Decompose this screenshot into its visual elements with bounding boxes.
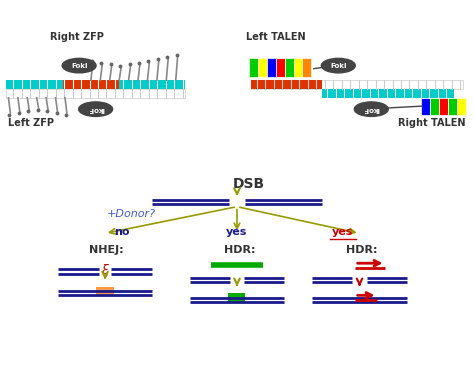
Text: Left ZFP: Left ZFP	[9, 117, 55, 127]
FancyBboxPatch shape	[258, 58, 267, 77]
FancyBboxPatch shape	[276, 58, 284, 77]
Ellipse shape	[355, 102, 388, 116]
FancyBboxPatch shape	[421, 99, 430, 115]
FancyBboxPatch shape	[96, 286, 114, 295]
FancyBboxPatch shape	[322, 89, 454, 98]
Text: IkoF: IkoF	[87, 106, 104, 112]
FancyBboxPatch shape	[251, 80, 463, 89]
FancyBboxPatch shape	[249, 58, 258, 77]
FancyBboxPatch shape	[456, 99, 465, 115]
FancyBboxPatch shape	[284, 58, 293, 77]
Text: Right TALEN: Right TALEN	[398, 117, 465, 127]
Text: no: no	[114, 227, 129, 237]
FancyBboxPatch shape	[228, 293, 246, 302]
FancyBboxPatch shape	[63, 80, 119, 89]
Text: Right ZFP: Right ZFP	[50, 32, 104, 42]
Text: FokI: FokI	[71, 63, 87, 69]
FancyBboxPatch shape	[438, 99, 447, 115]
FancyBboxPatch shape	[267, 58, 276, 77]
Text: yes: yes	[226, 227, 248, 237]
FancyBboxPatch shape	[251, 80, 322, 89]
Text: HDR:: HDR:	[346, 245, 378, 255]
Ellipse shape	[79, 102, 113, 116]
Text: FokI: FokI	[330, 63, 346, 69]
FancyBboxPatch shape	[293, 58, 302, 77]
FancyBboxPatch shape	[6, 89, 185, 98]
Text: yes: yes	[332, 227, 354, 237]
Text: HDR:: HDR:	[224, 245, 255, 255]
Text: NHEJ:: NHEJ:	[89, 245, 123, 255]
Text: IkoF: IkoF	[363, 106, 380, 112]
Ellipse shape	[62, 59, 96, 73]
Text: $\xi$: $\xi$	[100, 262, 109, 279]
Text: DSB: DSB	[233, 177, 265, 191]
Text: +Donor?: +Donor?	[107, 209, 155, 219]
FancyBboxPatch shape	[430, 99, 438, 115]
FancyBboxPatch shape	[6, 80, 185, 89]
FancyBboxPatch shape	[447, 99, 456, 115]
Text: Left TALEN: Left TALEN	[246, 32, 306, 42]
Ellipse shape	[321, 59, 356, 73]
FancyBboxPatch shape	[302, 58, 311, 77]
